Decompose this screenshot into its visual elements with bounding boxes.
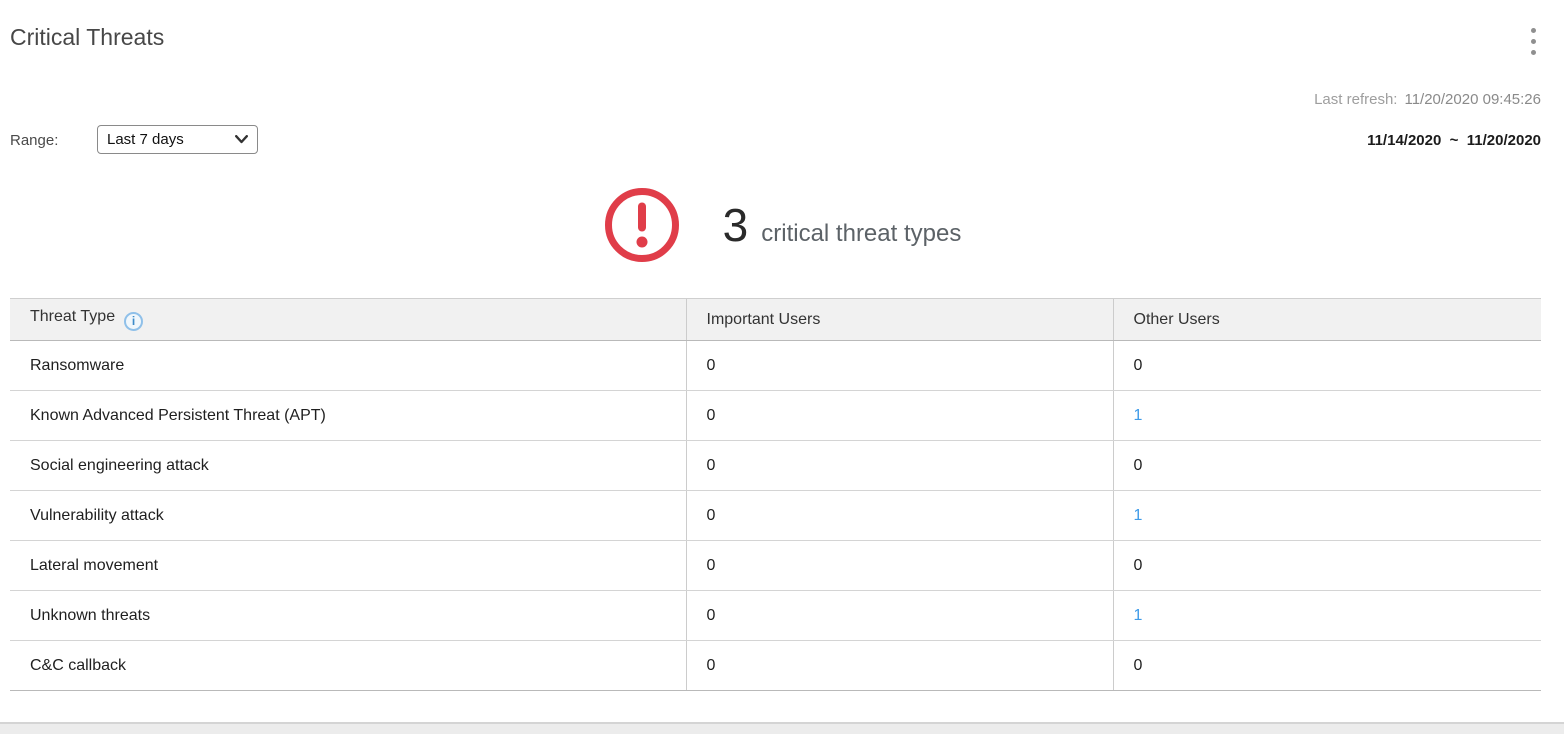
cell-other-users[interactable]: 1: [1112, 590, 1541, 641]
cell-threat-type: Vulnerability attack: [10, 490, 686, 541]
cell-threat-type: Social engineering attack: [10, 440, 686, 491]
table-header-row: Threat Type i Important Users Other Users: [10, 298, 1541, 341]
cell-threat-type: C&C callback: [10, 640, 686, 691]
table-row: Unknown threats 0 1: [10, 590, 1541, 641]
kebab-menu-icon: [1531, 28, 1536, 55]
summary-banner: 3 critical threat types: [0, 186, 1564, 264]
cell-important-users: 0: [685, 340, 1113, 391]
last-refresh: Last refresh: 11/20/2020 09:45:26: [1314, 91, 1541, 108]
summary-label: critical threat types: [761, 220, 962, 247]
cell-important-users: 0: [685, 590, 1113, 641]
column-header-other-users: Other Users: [1112, 298, 1541, 341]
column-header-important-users: Important Users: [685, 298, 1113, 341]
last-refresh-value: 11/20/2020 09:45:26: [1404, 91, 1541, 108]
cell-other-users: 0: [1112, 540, 1541, 591]
page-title: Critical Threats: [10, 24, 165, 50]
cell-threat-type: Ransomware: [10, 340, 686, 391]
table-row: Known Advanced Persistent Threat (APT) 0…: [10, 390, 1541, 441]
alert-exclamation-icon: [604, 188, 679, 262]
cell-threat-type: Unknown threats: [10, 590, 686, 641]
last-refresh-label: Last refresh:: [1314, 91, 1398, 108]
widget-menu-button[interactable]: [1525, 24, 1542, 59]
range-label: Range:: [10, 132, 59, 149]
cell-other-users[interactable]: 1: [1112, 390, 1541, 441]
cell-other-users: 0: [1112, 340, 1541, 391]
table-row: C&C callback 0 0: [10, 640, 1541, 691]
cell-important-users: 0: [685, 490, 1113, 541]
cell-important-users: 0: [685, 440, 1113, 491]
range-select[interactable]: Last 7 days: [97, 125, 258, 154]
cell-important-users: 0: [685, 640, 1113, 691]
date-range: 11/14/2020 ~ 11/20/2020: [1367, 132, 1541, 149]
table-row: Social engineering attack 0 0: [10, 440, 1541, 491]
cell-other-users: 0: [1112, 640, 1541, 691]
column-header-threat-type-label: Threat Type: [30, 308, 116, 326]
table-row: Lateral movement 0 0: [10, 540, 1541, 591]
summary-count: 3: [722, 199, 749, 251]
table-row: Vulnerability attack 0 1: [10, 490, 1541, 541]
cell-other-users: 0: [1112, 440, 1541, 491]
cell-other-users[interactable]: 1: [1112, 490, 1541, 541]
info-icon[interactable]: i: [124, 311, 144, 331]
cell-threat-type: Lateral movement: [10, 540, 686, 591]
summary-texts: 3 critical threat types: [723, 202, 962, 248]
next-panel-top-edge: [0, 722, 1564, 734]
cell-important-users: 0: [685, 390, 1113, 441]
table-row: Ransomware 0 0: [10, 340, 1541, 391]
range-select-wrap: Last 7 days: [97, 125, 258, 154]
cell-threat-type: Known Advanced Persistent Threat (APT): [10, 390, 686, 441]
column-header-threat-type: Threat Type i: [10, 298, 686, 341]
cell-important-users: 0: [685, 540, 1113, 591]
critical-threats-table: Threat Type i Important Users Other Users…: [10, 298, 1541, 691]
